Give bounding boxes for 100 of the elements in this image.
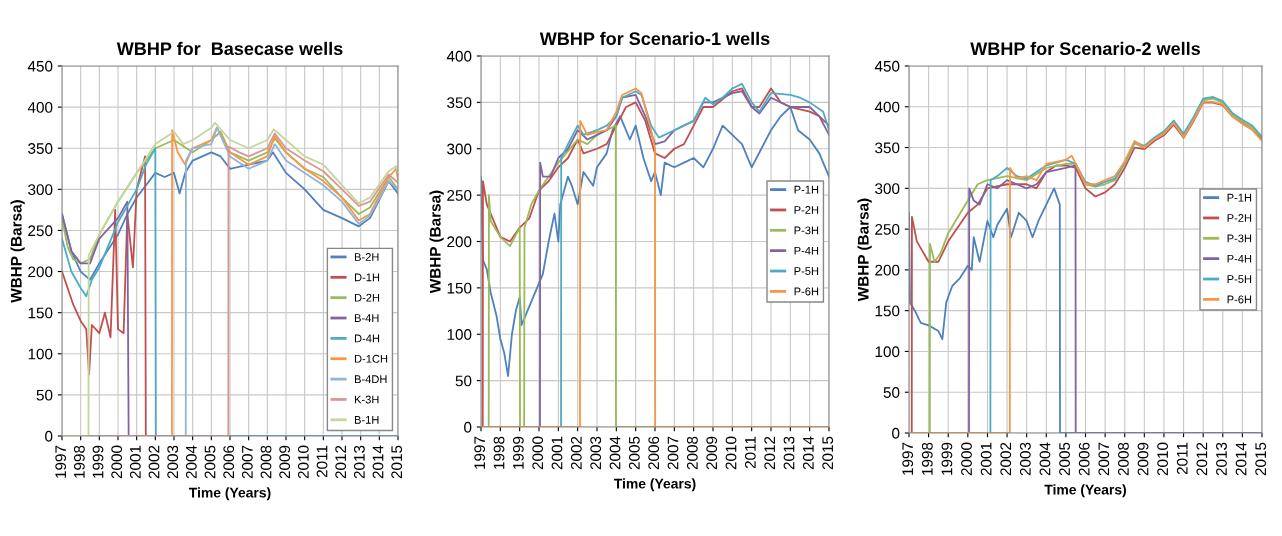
line-series [481, 106, 829, 377]
x-tick-label: 2006 [1078, 442, 1090, 476]
legend-label: P-3H [794, 226, 819, 235]
x-tick-label: 2015 [1255, 442, 1267, 476]
x-tick-label: 2001 [129, 445, 141, 479]
x-tick-label: 2002 [148, 445, 160, 479]
legend-label: D-1H [354, 273, 380, 282]
y-axis-title: WBHP (Barsa) [429, 190, 444, 294]
legend-label: K-3H [354, 395, 379, 404]
x-tick-label: 2006 [648, 436, 660, 470]
x-axis-title: Time (Years) [188, 487, 271, 501]
y-tick-label: 200 [447, 236, 472, 248]
y-axis-title: WBHP (Barsa) [10, 200, 25, 303]
x-tick-label: 2013 [783, 436, 795, 470]
y-tick-label: 50 [36, 389, 53, 401]
x-tick-label: 2014 [802, 436, 814, 470]
x-tick-label: 2009 [706, 436, 718, 470]
x-tick-label: 2004 [185, 445, 197, 479]
x-tick-label: 2005 [204, 445, 216, 479]
x-tick-label: 1997 [902, 442, 914, 475]
x-tick-label: 2000 [111, 445, 123, 479]
y-tick-label: 0 [464, 421, 472, 433]
x-tick-label: 2013 [1216, 442, 1227, 476]
legend-label: P-2H [794, 206, 819, 214]
x-tick-label: 1998 [493, 436, 505, 469]
y-tick-label: 450 [27, 60, 53, 72]
x-tick-label: 2015 [822, 436, 834, 470]
legend-label: P-4H [1227, 254, 1252, 263]
y-tick-label: 100 [875, 346, 900, 358]
x-tick-label: 2006 [223, 445, 235, 479]
legend-label: D-1CH [354, 354, 388, 363]
x-tick-label: 2004 [609, 436, 621, 470]
x-tick-label: 2011 [1176, 442, 1188, 475]
x-axis-title: Time (Years) [613, 478, 696, 492]
x-tick-label: 2014 [372, 445, 384, 479]
y-tick-label: 350 [875, 142, 900, 154]
x-tick-label: 1998 [921, 442, 933, 475]
x-tick-label: 2013 [353, 445, 365, 479]
legend-label: P-6H [794, 287, 819, 296]
legend-label: B-4DH [354, 375, 387, 383]
x-tick-label: 2012 [1196, 442, 1208, 476]
y-tick-label: 0 [892, 427, 900, 439]
x-tick-label: 1997 [474, 436, 486, 469]
y-axis-title: WBHP (Barsa) [857, 198, 872, 302]
x-tick-label: 2008 [686, 436, 698, 470]
legend-label: P-3H [1227, 234, 1252, 243]
legend-label: P-1H [794, 185, 819, 194]
legend-label: P-4H [794, 246, 819, 255]
y-tick-label: 150 [28, 307, 53, 319]
x-tick-label: 1998 [73, 445, 85, 478]
y-tick-label: 400 [446, 50, 472, 62]
legend-label: P-5H [1227, 275, 1252, 284]
y-tick-label: 400 [27, 101, 53, 113]
x-tick-label: 2011 [316, 445, 328, 478]
y-tick-label: 200 [28, 266, 53, 278]
legend-label: P-2H [1227, 214, 1252, 222]
x-tick-label: 1999 [512, 436, 524, 469]
chart-title: WBHP for Basecase wells [116, 41, 343, 56]
y-tick-label: 100 [28, 348, 53, 360]
x-tick-label: 2010 [297, 445, 309, 479]
x-tick-label: 2012 [335, 445, 347, 479]
chart-title: WBHP for Scenario-1 wells [539, 31, 770, 46]
x-tick-label: 2012 [764, 436, 776, 470]
legend-label: P-1H [1227, 193, 1252, 202]
legend-label: B-1H [354, 416, 379, 424]
x-tick-label: 2000 [532, 436, 544, 470]
x-tick-label: 2009 [1137, 442, 1149, 476]
y-tick-label: 300 [875, 183, 900, 195]
y-tick-label: 300 [28, 184, 53, 196]
y-tick-label: 200 [875, 264, 900, 276]
x-tick-label: 2001 [980, 442, 992, 476]
x-tick-label: 2002 [570, 436, 582, 470]
y-tick-label: 350 [447, 97, 472, 109]
x-tick-label: 2010 [1157, 442, 1169, 476]
x-tick-label: 2004 [1039, 442, 1051, 476]
x-tick-label: 2003 [590, 436, 602, 470]
y-tick-label: 350 [28, 143, 53, 154]
y-tick-label: 150 [875, 305, 900, 317]
x-tick-label: 2010 [725, 436, 737, 470]
x-tick-label: 1999 [92, 445, 104, 478]
legend-label: D-2H [354, 293, 380, 302]
x-axis-title: Time (Years) [1044, 484, 1126, 498]
y-tick-label: 150 [447, 282, 472, 294]
x-tick-label: 1999 [941, 442, 953, 475]
y-tick-label: 50 [455, 375, 472, 387]
x-tick-label: 2003 [167, 445, 179, 479]
legend-label: P-5H [794, 267, 819, 276]
x-tick-label: 2014 [1235, 442, 1247, 476]
legend-label: D-4H [354, 334, 380, 343]
y-tick-label: 50 [883, 387, 900, 398]
x-tick-label: 2002 [1000, 442, 1012, 476]
x-tick-label: 2003 [1019, 442, 1031, 476]
x-tick-label: 2005 [628, 436, 640, 470]
x-tick-label: 2007 [1098, 442, 1110, 476]
legend-label: B-2H [354, 253, 379, 261]
x-tick-label: 2015 [391, 445, 403, 479]
y-tick-label: 300 [447, 143, 472, 155]
y-tick-label: 250 [28, 225, 53, 237]
y-tick-label: 0 [45, 430, 53, 442]
y-tick-label: 450 [874, 60, 900, 72]
